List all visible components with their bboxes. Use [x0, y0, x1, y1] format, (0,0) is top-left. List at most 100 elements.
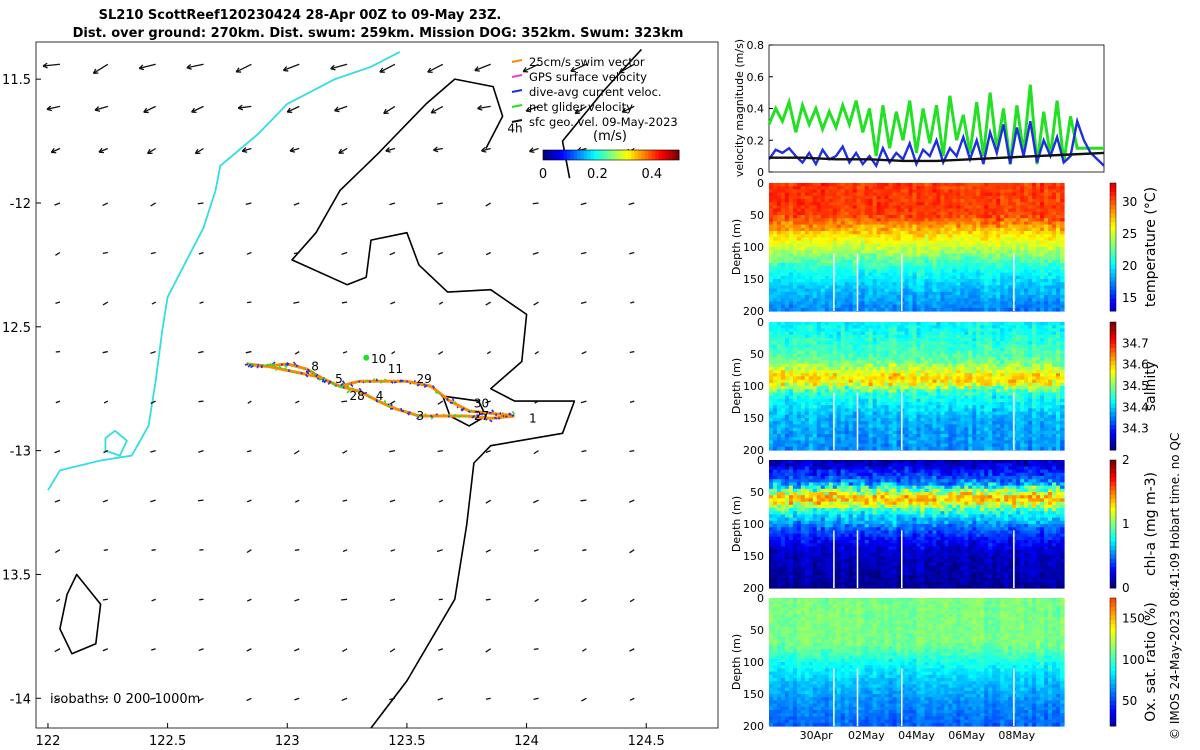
section-cell — [820, 266, 826, 270]
section-cell — [812, 243, 818, 248]
section-cell — [1004, 240, 1009, 245]
section-cell — [1056, 275, 1061, 280]
section-cell — [940, 202, 946, 206]
section-cell — [792, 405, 798, 409]
section-cell — [1024, 253, 1029, 258]
section-cell — [876, 211, 882, 216]
section-cell — [888, 195, 894, 200]
section-cell — [1036, 218, 1041, 222]
section-cell — [812, 421, 818, 425]
section-cell — [992, 250, 997, 254]
section-cell — [800, 334, 806, 339]
section-cell — [800, 398, 806, 403]
section-cell — [872, 202, 878, 206]
section-cell — [796, 408, 802, 413]
section-cell — [800, 392, 806, 397]
section-cell — [976, 247, 981, 251]
section-cell — [1036, 189, 1041, 194]
section-cell — [836, 205, 842, 210]
section-cell — [769, 334, 774, 339]
section-cell — [1048, 234, 1053, 238]
section-cell — [932, 256, 938, 261]
section-cell — [816, 301, 822, 306]
section-cell — [776, 208, 782, 213]
section-cell — [908, 291, 914, 296]
current-vector — [315, 373, 319, 378]
section-cell — [960, 243, 965, 248]
section-cell — [880, 189, 886, 194]
map-colorbar-cell — [675, 150, 680, 160]
section-cell — [816, 350, 822, 355]
section-cell — [784, 366, 790, 371]
section-cell — [788, 243, 794, 248]
section-cell — [852, 234, 858, 238]
sfc-vel-arrow — [485, 202, 492, 207]
section-cell — [860, 307, 866, 312]
sfc-vel-arrow — [138, 63, 156, 70]
section-cell — [800, 437, 806, 441]
section-cell — [784, 386, 790, 390]
section-cell — [904, 263, 910, 267]
section-cell — [836, 247, 842, 251]
section-cell — [1052, 227, 1057, 232]
section-cell — [820, 186, 826, 190]
section-cell — [956, 199, 961, 203]
section-cell — [796, 298, 802, 302]
section-colorbar-tick: 30 — [1122, 195, 1137, 209]
section-cell — [1024, 218, 1029, 222]
section-cell — [772, 373, 778, 377]
section-cell — [769, 443, 774, 448]
map-colorbar-cell — [570, 150, 575, 160]
section-cell — [1020, 227, 1025, 232]
section-cell — [820, 360, 826, 365]
section-cell — [852, 256, 858, 261]
section-cell — [896, 208, 902, 213]
section-cell — [960, 304, 965, 309]
map-colorbar-cell — [645, 150, 649, 160]
section-cell — [936, 256, 942, 261]
section-cell — [792, 398, 798, 403]
section-cell — [928, 275, 934, 280]
map-colorbar-cell — [543, 150, 547, 160]
section-cell — [1060, 253, 1065, 258]
section-cell — [836, 211, 842, 216]
section-cell — [912, 192, 918, 197]
section-cell — [820, 398, 826, 403]
section-cell — [880, 272, 886, 277]
section-cell — [948, 266, 953, 270]
map-colorbar-tick: 0 — [539, 167, 547, 182]
section-cell — [940, 231, 946, 235]
section-cell — [832, 240, 838, 245]
sfc-vel-arrow — [629, 598, 635, 603]
section-cell — [776, 240, 782, 245]
track-day-label: 3 — [416, 409, 424, 423]
section-cell — [964, 247, 969, 251]
sfc-vel-arrow — [246, 449, 252, 453]
velocity-ytick-label: 0.8 — [747, 39, 765, 52]
section-cell — [856, 192, 862, 197]
section-cell — [984, 237, 989, 242]
section-cell — [796, 414, 802, 419]
section-cell — [888, 253, 894, 258]
section-cell — [940, 301, 946, 306]
section-cell — [952, 259, 957, 264]
section-cell — [876, 221, 882, 226]
section-cell — [892, 446, 898, 451]
section-cell — [940, 279, 946, 283]
section-cell — [1032, 221, 1037, 226]
section-cell — [788, 304, 794, 309]
section-cell — [900, 288, 906, 293]
section-cell — [784, 373, 790, 377]
section-cell — [1052, 295, 1057, 299]
section-cell — [988, 237, 993, 242]
section-cell — [824, 250, 830, 254]
section-cell — [848, 231, 854, 235]
section-cell — [828, 218, 834, 222]
section-cell — [980, 285, 985, 290]
section-cell — [1032, 195, 1037, 200]
section-cell — [908, 288, 914, 293]
sfc-vel-arrow — [580, 301, 587, 304]
section-cell — [824, 366, 830, 371]
section-cell — [988, 205, 993, 210]
section-cell — [976, 285, 981, 290]
